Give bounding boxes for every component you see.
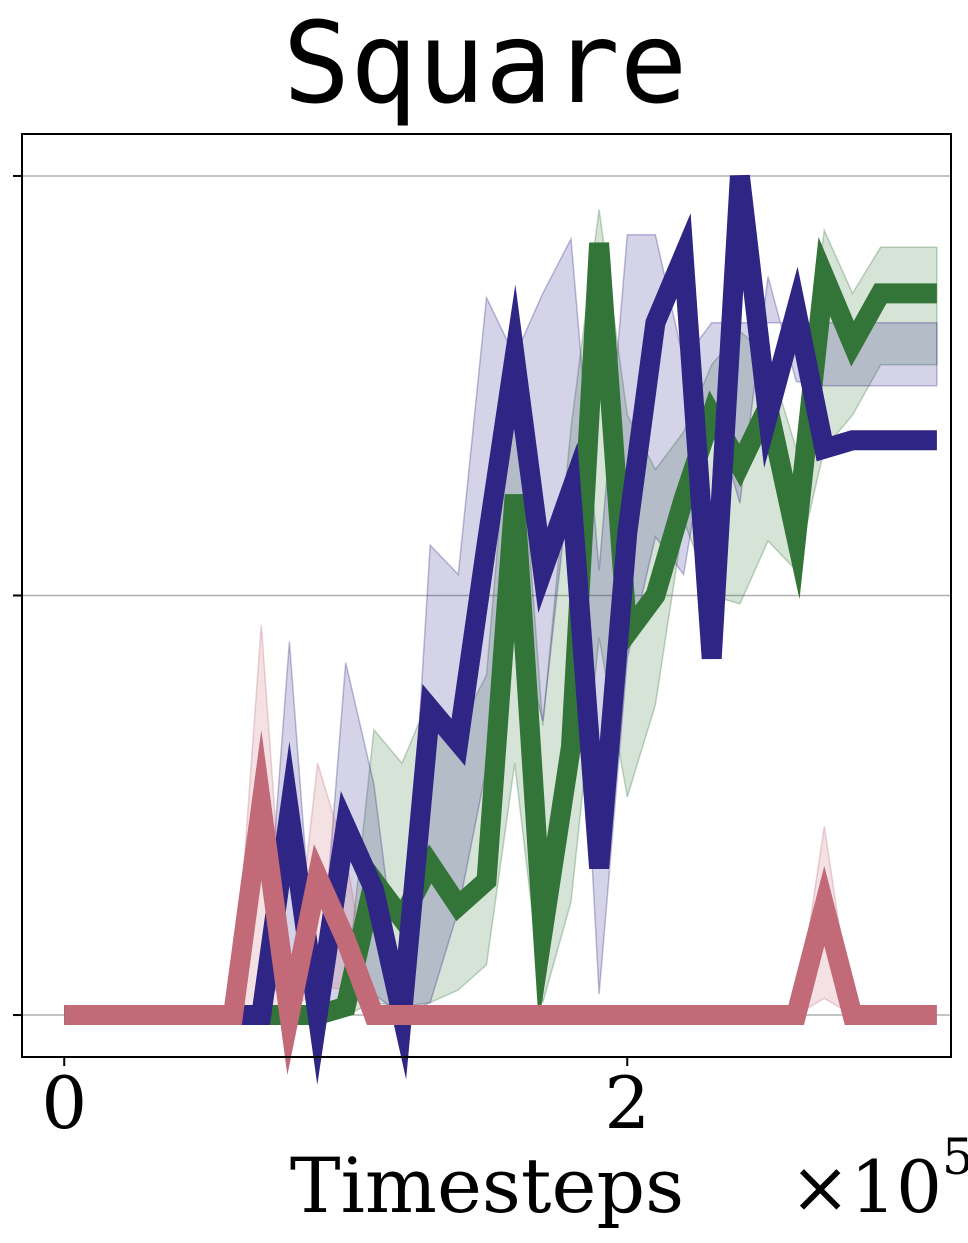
chart-title: Square — [283, 0, 688, 129]
x-tick-label-1: 2 — [604, 1061, 650, 1145]
x-axis-label: Timesteps — [290, 1141, 684, 1230]
x-tick-label-0: 0 — [41, 1061, 87, 1145]
series-lines — [64, 174, 937, 1085]
x-scale-base: ×10 — [790, 1145, 942, 1229]
line-series-2 — [64, 730, 937, 1076]
x-scale-exponent: 5 — [942, 1128, 968, 1186]
x-scale-multiplier: ×105 — [790, 1128, 968, 1229]
y-ticks — [13, 174, 22, 1017]
